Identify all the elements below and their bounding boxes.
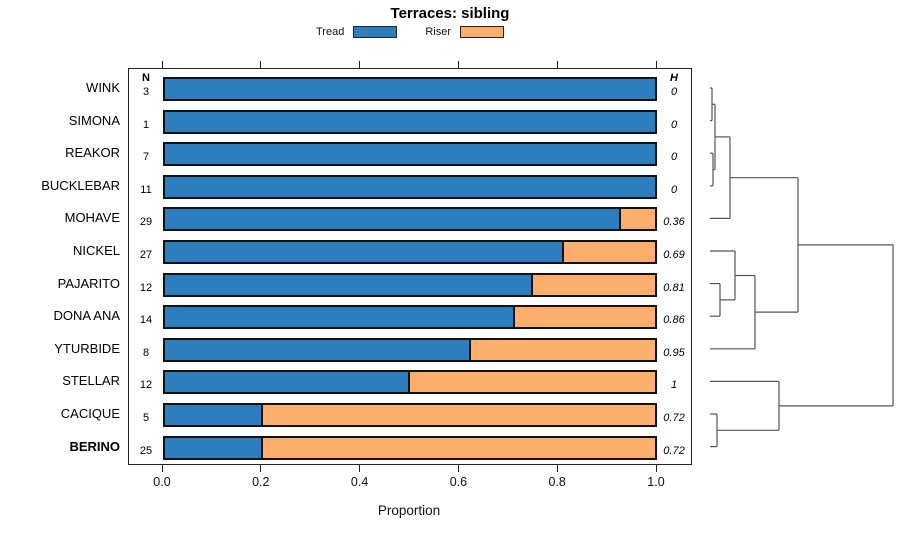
tread-segment-cacique [165, 405, 263, 425]
x-axis-title: Proportion [377, 503, 441, 518]
tread-segment-pajarito [165, 274, 533, 295]
x-axis-tick [359, 465, 361, 472]
top-axis-tick [161, 61, 163, 68]
legend-item-riser: Riser [425, 26, 504, 38]
y-label-yturbide: YTURBIDE [54, 340, 120, 356]
x-axis-tick [161, 465, 163, 472]
tread-segment-stellar [165, 372, 410, 393]
legend-swatch-riser [460, 26, 504, 38]
h-value: 0.72 [663, 412, 685, 424]
chart-title: Terraces: sibling [390, 5, 510, 22]
x-tick-label: 0.4 [350, 475, 369, 489]
h-value: 0 [670, 118, 678, 131]
top-axis-tick [457, 61, 459, 68]
bar-row [163, 77, 657, 101]
h-value: 0 [670, 183, 678, 196]
n-value: 1 [142, 118, 150, 131]
h-value: 0.36 [663, 216, 685, 229]
n-value: 29 [139, 216, 153, 229]
bar-row [163, 305, 657, 330]
bar-row [163, 174, 657, 199]
tread-segment-wink [165, 79, 655, 99]
tread-segment-dona-ana [165, 307, 515, 328]
legend-label-riser: Riser [425, 26, 451, 38]
bar-row [163, 109, 657, 134]
h-value: 0.72 [663, 444, 685, 457]
plot-area: N H 3 0 1 0 7 0 11 0 29 0.36 27 0.69 12 0.81 14 0.86 8 0.95… [128, 68, 692, 465]
x-tick-label: 0.6 [449, 475, 468, 489]
y-label-dona-ana: DONA ANA [53, 308, 120, 324]
bar-row [163, 435, 657, 460]
n-value: 7 [142, 151, 150, 164]
bar-row [163, 272, 657, 297]
x-axis-tick [457, 465, 459, 472]
y-label-berino: BERINO [69, 438, 120, 454]
n-value: 12 [139, 379, 153, 392]
tread-segment-yturbide [165, 339, 472, 360]
tread-segment-mohave [165, 209, 622, 230]
n-value: 3 [142, 86, 150, 98]
legend-label-tread: Tread [316, 26, 345, 38]
n-value: 8 [142, 346, 150, 359]
h-column-header: H [670, 72, 678, 84]
legend-swatch-tread [353, 26, 398, 38]
tread-segment-bucklebar [165, 176, 655, 197]
h-value: 0 [670, 86, 678, 98]
x-tick-label: 1.0 [647, 475, 665, 489]
y-label-nickel: NICKEL [73, 243, 120, 258]
y-label-mohave: MOHAVE [64, 210, 120, 226]
h-value: 0.86 [663, 314, 685, 327]
tread-segment-berino [165, 437, 263, 458]
top-axis-tick [655, 61, 657, 68]
h-value: 0.95 [663, 346, 685, 359]
n-value: 27 [139, 249, 153, 261]
top-axis-tick [260, 61, 262, 68]
h-value: 0.69 [663, 249, 685, 261]
h-value: 0.81 [663, 281, 685, 294]
y-label-simona: SIMONA [68, 112, 120, 128]
top-axis-tick [359, 61, 361, 68]
legend: Tread Riser [0, 26, 820, 38]
x-tick-label: 0.2 [252, 475, 270, 489]
n-value: 5 [142, 412, 150, 424]
y-label-stellar: STELLAR [62, 373, 120, 389]
tread-segment-simona [165, 111, 655, 132]
n-value: 11 [140, 183, 152, 196]
bar-row [163, 337, 657, 362]
y-label-cacique: CACIQUE [60, 406, 120, 421]
x-tick-label: 0.8 [548, 475, 566, 489]
bar-row [163, 403, 657, 427]
y-label-pajarito: PAJARITO [57, 275, 120, 291]
x-tick-label: 0.0 [153, 475, 171, 489]
h-value: 1 [670, 379, 678, 392]
x-axis-tick [556, 465, 558, 472]
x-axis-tick [260, 465, 262, 472]
bar-row [163, 142, 657, 167]
bar-row [163, 240, 657, 264]
y-label-wink: WINK [86, 80, 120, 95]
n-column-header: N [142, 72, 150, 84]
n-value: 14 [139, 314, 153, 327]
x-axis-tick [655, 465, 657, 472]
dendrogram [710, 87, 894, 448]
n-value: 12 [139, 281, 153, 294]
h-value: 0 [670, 151, 678, 164]
tread-segment-nickel [165, 242, 565, 262]
tread-segment-reakor [165, 144, 655, 165]
bar-row [163, 207, 657, 232]
n-value: 25 [139, 444, 153, 457]
top-axis-tick [556, 61, 558, 68]
legend-item-tread: Tread [316, 26, 398, 38]
y-label-bucklebar: BUCKLEBAR [41, 177, 120, 193]
bar-row [163, 370, 657, 395]
y-label-reakor: REAKOR [65, 145, 120, 161]
